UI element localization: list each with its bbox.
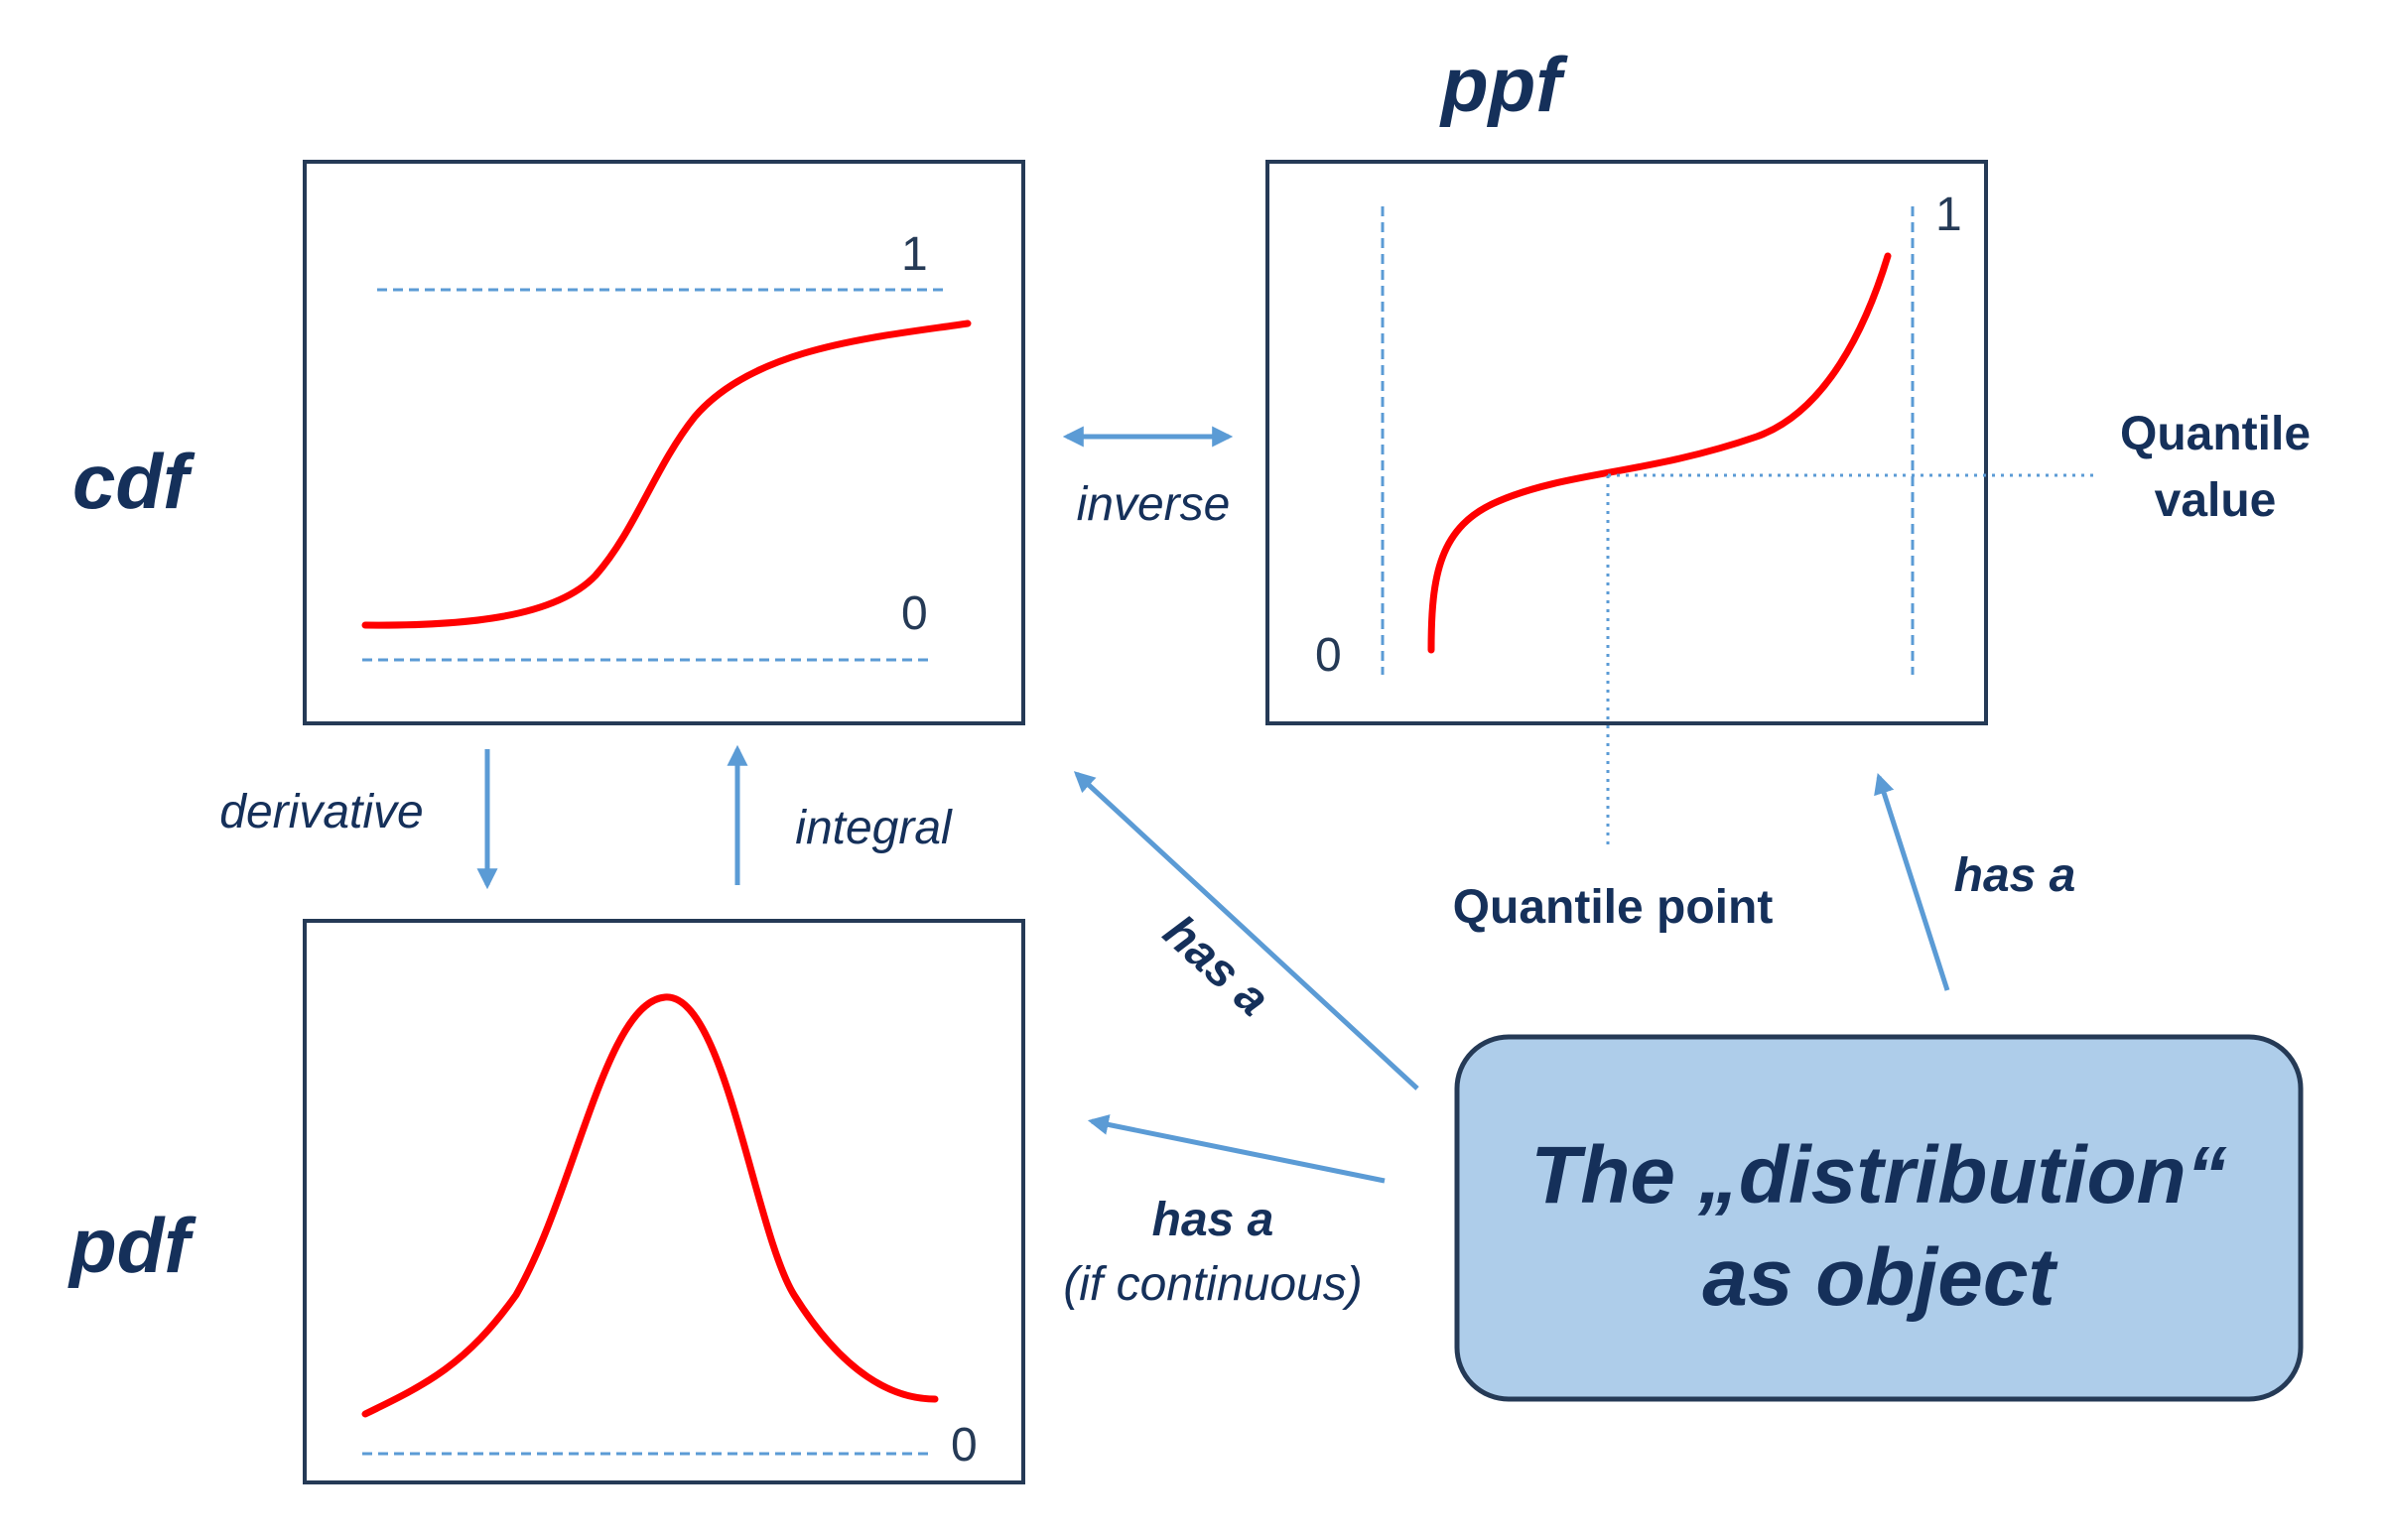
has-a-cdf-arrow (1073, 771, 1419, 1091)
quantile-point-label: Quantile point (1453, 881, 1774, 934)
pdf-title: pdf (67, 1202, 197, 1289)
has-a-ppf-arrow (1874, 773, 1950, 991)
has-a-pdf-label: has a (1152, 1194, 1274, 1246)
ppf-panel: 1 0 (1265, 160, 1988, 725)
pdf-baseline-label: 0 (951, 1419, 978, 1472)
has-a-pdf-arrow (1087, 1114, 1386, 1184)
cdf-upper-label: 1 (901, 228, 928, 281)
pdf-curve (361, 993, 939, 1418)
integral-label: integral (795, 802, 953, 854)
distribution-box-line1: The „distribution“ (1530, 1130, 2226, 1220)
cdf-panel: 1 0 (303, 160, 1025, 725)
ppf-upper-label: 1 (1935, 189, 1962, 241)
ppf-frame (1265, 160, 1988, 725)
cdf-title: cdf (72, 438, 196, 525)
ppf-title: ppf (1439, 41, 1568, 128)
distribution-box-shape (1454, 1034, 2304, 1402)
cdf-curve (361, 320, 972, 629)
ppf-lower-label: 0 (1315, 629, 1342, 682)
pdf-frame (303, 919, 1025, 1484)
distribution-object-box: The „distribution“ as object (1454, 1034, 2304, 1402)
quantile-value-label-line2: value (2155, 474, 2277, 527)
pdf-panel: 0 (303, 919, 1025, 1484)
if-continuous-label: (if continuous) (1063, 1258, 1362, 1311)
has-a-cdf-label: has a (1153, 906, 1279, 1027)
ppf-curve (1427, 252, 1892, 654)
distribution-box-line2: as object (1702, 1232, 2058, 1323)
cdf-lower-label: 0 (901, 587, 928, 640)
derivative-label: derivative (219, 786, 423, 838)
inverse-label: inverse (1077, 478, 1231, 531)
cdf-frame (303, 160, 1025, 725)
quantile-value-label-line1: Quantile (2120, 408, 2311, 460)
has-a-ppf-label: has a (1954, 849, 2076, 902)
